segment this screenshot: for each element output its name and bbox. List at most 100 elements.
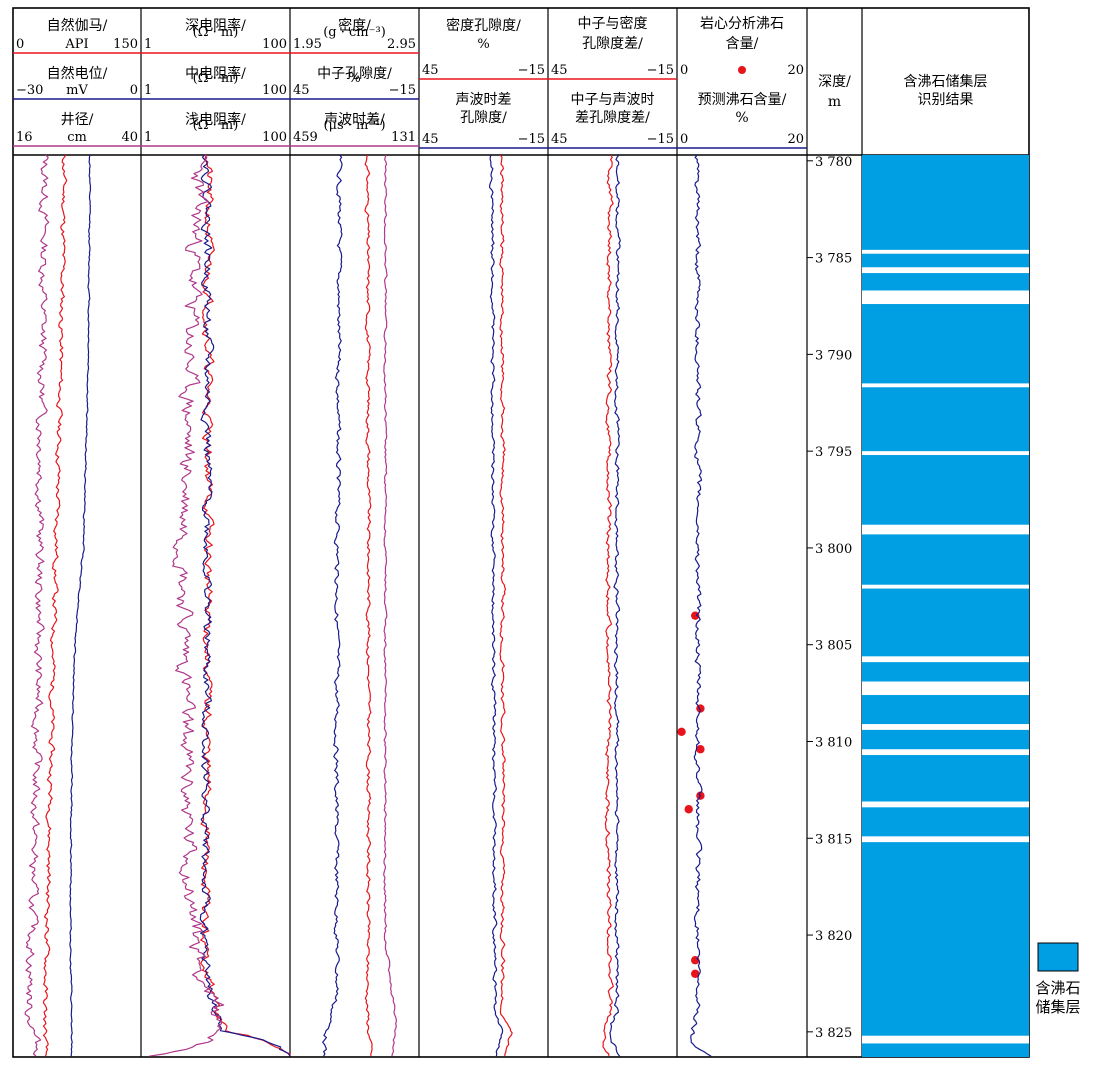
depth-label-3820: 3 820 bbox=[815, 929, 852, 944]
track1-gr-scale-min: 0 bbox=[16, 37, 24, 52]
track6-pred-scale-min: 0 bbox=[680, 132, 688, 147]
track2-rm-title: 中电阻率/ bbox=[185, 65, 246, 82]
non-reservoir-gap-11 bbox=[862, 749, 1029, 756]
track2-rm-scale-min: 1 bbox=[144, 83, 152, 98]
track4-phid-scale-min: 45 bbox=[422, 63, 439, 78]
legend: 含沸石储集层 bbox=[1035, 942, 1081, 1016]
track2-rs-scale-min: 1 bbox=[144, 130, 152, 145]
track1-sp-scale-min: −30 bbox=[16, 83, 43, 98]
track1-sp-title: 自然电位/ bbox=[47, 65, 108, 82]
track3-ac-scale-min: 459 bbox=[293, 130, 318, 145]
non-reservoir-gap-4 bbox=[862, 383, 1029, 388]
curve-phis bbox=[489, 154, 504, 1057]
track1-cal-scale-min: 16 bbox=[16, 130, 33, 145]
depth-label-3785: 3 785 bbox=[815, 252, 852, 267]
track1-gr-title: 自然伽马/ bbox=[47, 17, 108, 34]
track3-ac-title: 声波时差/ bbox=[324, 112, 385, 128]
track3-den-unit: (g · cm⁻³) bbox=[323, 25, 386, 40]
curve-phid bbox=[499, 154, 513, 1057]
core-sample-point-8 bbox=[691, 969, 700, 978]
depth-label-3805: 3 805 bbox=[815, 639, 852, 654]
track2-rs-title: 浅电阻率/ bbox=[185, 111, 246, 128]
track5-dns-2-title: 差孔隙度差/ bbox=[575, 110, 650, 126]
depth-axis: 3 780 3 785 3 790 3 795 3 800 3 805 3 810 3 815… bbox=[807, 155, 852, 1041]
track2-rs-scale-max: 100 bbox=[262, 130, 287, 145]
track5-dns-title: 中子与声波时 bbox=[571, 92, 655, 108]
non-reservoir-gap-6 bbox=[862, 524, 1029, 535]
depth-label-3825: 3 825 bbox=[815, 1026, 852, 1041]
track3-cnl-scale-max: −15 bbox=[389, 83, 416, 98]
non-reservoir-gap-13 bbox=[862, 836, 1029, 843]
track2-rd-unit: (Ω · m) bbox=[193, 25, 239, 40]
non-reservoir-gap-9 bbox=[862, 681, 1029, 696]
track1-gr-unit: API bbox=[64, 37, 88, 52]
curve-sp bbox=[69, 154, 92, 1057]
track4-phid-title: 密度孔隙度/ bbox=[446, 17, 521, 34]
core-sample-point-3 bbox=[677, 727, 686, 737]
track5-dns-scale-min: 45 bbox=[551, 132, 568, 147]
track5-dnd-scale-min: 45 bbox=[551, 63, 568, 78]
curve-rd bbox=[200, 154, 291, 1057]
track6-core-scale-min: 0 bbox=[680, 63, 688, 78]
legend-label: 含沸石 bbox=[1035, 979, 1080, 997]
track2-rm-unit: (Ω · m) bbox=[193, 71, 239, 86]
core-sample-point-6 bbox=[684, 805, 693, 814]
track3-ac-scale-max: 131 bbox=[391, 130, 416, 145]
track6-core-scale-max: 20 bbox=[787, 63, 804, 78]
track4-phis-title: 声波时差 bbox=[456, 92, 512, 108]
curve-den bbox=[364, 154, 373, 1057]
depth-label-3800: 3 800 bbox=[815, 542, 852, 557]
result-title-2: 识别结果 bbox=[918, 92, 974, 108]
track1-cal-unit: cm bbox=[67, 130, 87, 145]
curve-pred bbox=[690, 154, 712, 1057]
curve-gr bbox=[42, 154, 68, 1057]
track6-core-title: 岩心分析沸石 bbox=[700, 16, 784, 32]
depth-label-3815: 3 815 bbox=[815, 832, 852, 847]
track2-rs-unit: (Ω · m) bbox=[193, 118, 239, 133]
non-reservoir-gap-10 bbox=[862, 724, 1029, 730]
curve-rs bbox=[149, 154, 225, 1057]
non-reservoir-gap-14 bbox=[862, 1035, 1029, 1044]
non-reservoir-gap-2 bbox=[862, 267, 1029, 274]
track3-den-scale-max: 2.95 bbox=[387, 37, 416, 52]
curve-dnd bbox=[602, 154, 614, 1057]
core-sample-point-4 bbox=[696, 745, 705, 754]
track2-rd-scale-max: 100 bbox=[262, 37, 287, 52]
track3-den-scale-min: 1.95 bbox=[293, 37, 322, 52]
track1-sp-unit: mV bbox=[66, 83, 88, 98]
non-reservoir-gap-8 bbox=[862, 656, 1029, 663]
track3-den-title: 密度/ bbox=[338, 17, 371, 34]
track1-cal-title: 井径/ bbox=[61, 112, 94, 128]
track5-dnd-title: 中子与密度 bbox=[578, 15, 648, 32]
curve-cnl bbox=[322, 154, 343, 1057]
legend-label-2: 储集层 bbox=[1035, 998, 1080, 1016]
curve-rm bbox=[199, 154, 291, 1057]
depth-label-3795: 3 795 bbox=[815, 445, 852, 460]
track6-pred-title: 预测沸石含量/ bbox=[698, 92, 787, 108]
curve-ac bbox=[383, 154, 397, 1057]
legend-swatch bbox=[1037, 942, 1079, 972]
depth-label-3780: 3 780 bbox=[815, 155, 852, 170]
track2-rd-title: 深电阻率/ bbox=[185, 17, 246, 34]
track3-ac-unit: (μs · m⁻¹) bbox=[323, 118, 385, 133]
non-reservoir-gap-3 bbox=[862, 290, 1029, 305]
track3-cnl-scale-min: 45 bbox=[293, 83, 310, 98]
depth-unit: m bbox=[828, 94, 841, 110]
track4-phis-scale-max: −15 bbox=[518, 132, 545, 147]
track4-phis-scale-min: 45 bbox=[422, 132, 439, 147]
depth-label-3790: 3 790 bbox=[815, 348, 852, 363]
curve-cal bbox=[24, 154, 50, 1057]
track3-cnl-title: 中子孔隙度/ bbox=[317, 66, 392, 82]
track3-cnl-unit: % bbox=[348, 71, 360, 86]
track6-core-legend-dot bbox=[738, 66, 746, 74]
non-reservoir-gap-5 bbox=[862, 451, 1029, 456]
track4-phis-2-title: 孔隙度/ bbox=[460, 110, 507, 126]
non-reservoir-gap-1 bbox=[862, 249, 1029, 254]
track5-dns-scale-max: −15 bbox=[647, 132, 674, 147]
curve-layer bbox=[24, 154, 712, 1057]
track1-cal-scale-max: 40 bbox=[121, 130, 138, 145]
track5-dnd-scale-max: −15 bbox=[647, 63, 674, 78]
track5-dnd-2-title: 孔隙度差/ bbox=[582, 36, 643, 52]
